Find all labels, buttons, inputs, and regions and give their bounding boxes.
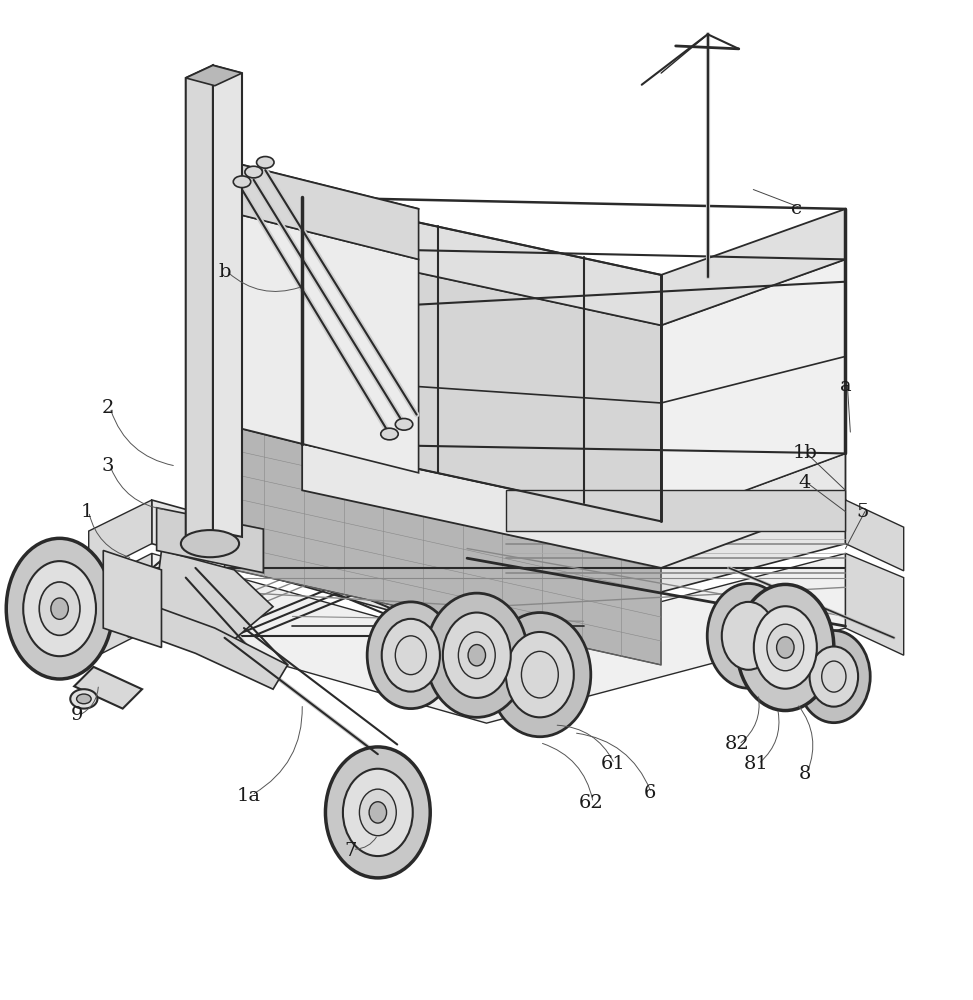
Text: 5: 5 xyxy=(857,503,869,521)
Polygon shape xyxy=(89,553,152,660)
Ellipse shape xyxy=(506,632,574,717)
Polygon shape xyxy=(152,553,846,723)
Text: 81: 81 xyxy=(743,755,769,773)
Ellipse shape xyxy=(245,166,263,178)
Polygon shape xyxy=(186,65,242,86)
Polygon shape xyxy=(225,211,418,473)
Polygon shape xyxy=(213,65,242,537)
Polygon shape xyxy=(142,609,288,689)
Ellipse shape xyxy=(6,538,113,679)
FancyArrowPatch shape xyxy=(558,725,613,761)
Polygon shape xyxy=(186,65,213,544)
Text: 1b: 1b xyxy=(792,444,817,462)
Polygon shape xyxy=(74,667,142,709)
Polygon shape xyxy=(303,444,846,568)
Ellipse shape xyxy=(359,789,396,836)
Text: 8: 8 xyxy=(799,765,811,783)
Ellipse shape xyxy=(822,661,846,692)
FancyArrowPatch shape xyxy=(760,711,779,762)
Text: 6: 6 xyxy=(643,784,656,802)
Polygon shape xyxy=(152,500,846,638)
Ellipse shape xyxy=(51,598,68,619)
Ellipse shape xyxy=(342,769,413,856)
FancyArrowPatch shape xyxy=(740,697,759,743)
FancyArrowPatch shape xyxy=(799,706,812,771)
Ellipse shape xyxy=(798,630,870,723)
Text: 62: 62 xyxy=(579,794,603,812)
Polygon shape xyxy=(303,197,846,325)
FancyArrowPatch shape xyxy=(355,837,377,849)
FancyArrowPatch shape xyxy=(229,273,300,291)
Ellipse shape xyxy=(234,176,251,188)
Ellipse shape xyxy=(767,624,804,671)
Polygon shape xyxy=(152,550,273,647)
Text: 7: 7 xyxy=(344,842,357,860)
Ellipse shape xyxy=(380,428,398,440)
Polygon shape xyxy=(89,500,152,576)
Text: 3: 3 xyxy=(102,457,115,475)
Ellipse shape xyxy=(488,613,591,737)
Ellipse shape xyxy=(257,157,274,168)
Ellipse shape xyxy=(754,606,817,689)
Polygon shape xyxy=(225,424,661,665)
FancyArrowPatch shape xyxy=(90,514,129,557)
Ellipse shape xyxy=(737,584,834,711)
Polygon shape xyxy=(661,259,846,521)
Ellipse shape xyxy=(458,632,495,679)
FancyArrowPatch shape xyxy=(577,733,650,790)
Polygon shape xyxy=(225,160,418,259)
Ellipse shape xyxy=(707,583,790,688)
Ellipse shape xyxy=(722,602,775,670)
Ellipse shape xyxy=(77,694,91,704)
Ellipse shape xyxy=(381,619,440,692)
Text: 9: 9 xyxy=(71,706,84,724)
Text: 1: 1 xyxy=(81,503,93,521)
Text: 1a: 1a xyxy=(236,787,261,805)
Polygon shape xyxy=(157,508,264,573)
FancyArrowPatch shape xyxy=(111,469,163,509)
Ellipse shape xyxy=(367,602,454,709)
Text: c: c xyxy=(791,200,803,218)
Ellipse shape xyxy=(426,593,527,717)
Ellipse shape xyxy=(70,689,97,709)
Ellipse shape xyxy=(776,637,794,658)
Ellipse shape xyxy=(468,645,486,666)
Ellipse shape xyxy=(325,747,430,878)
FancyArrowPatch shape xyxy=(543,743,593,800)
Text: 61: 61 xyxy=(600,755,625,773)
FancyArrowPatch shape xyxy=(254,707,303,794)
Polygon shape xyxy=(506,490,846,531)
Polygon shape xyxy=(846,500,904,571)
Ellipse shape xyxy=(522,651,559,698)
Polygon shape xyxy=(103,550,162,647)
Ellipse shape xyxy=(395,636,426,675)
Text: 2: 2 xyxy=(102,399,114,417)
Ellipse shape xyxy=(181,530,239,557)
Text: a: a xyxy=(840,377,851,395)
Text: 82: 82 xyxy=(725,735,749,753)
Ellipse shape xyxy=(369,802,386,823)
FancyArrowPatch shape xyxy=(82,687,98,714)
Ellipse shape xyxy=(395,419,413,430)
Ellipse shape xyxy=(443,613,511,698)
Text: b: b xyxy=(218,263,231,281)
Polygon shape xyxy=(303,248,661,521)
Ellipse shape xyxy=(39,582,80,635)
Text: 4: 4 xyxy=(799,474,811,492)
Polygon shape xyxy=(846,553,904,655)
Ellipse shape xyxy=(23,561,96,656)
Ellipse shape xyxy=(810,647,858,707)
FancyArrowPatch shape xyxy=(111,410,173,466)
